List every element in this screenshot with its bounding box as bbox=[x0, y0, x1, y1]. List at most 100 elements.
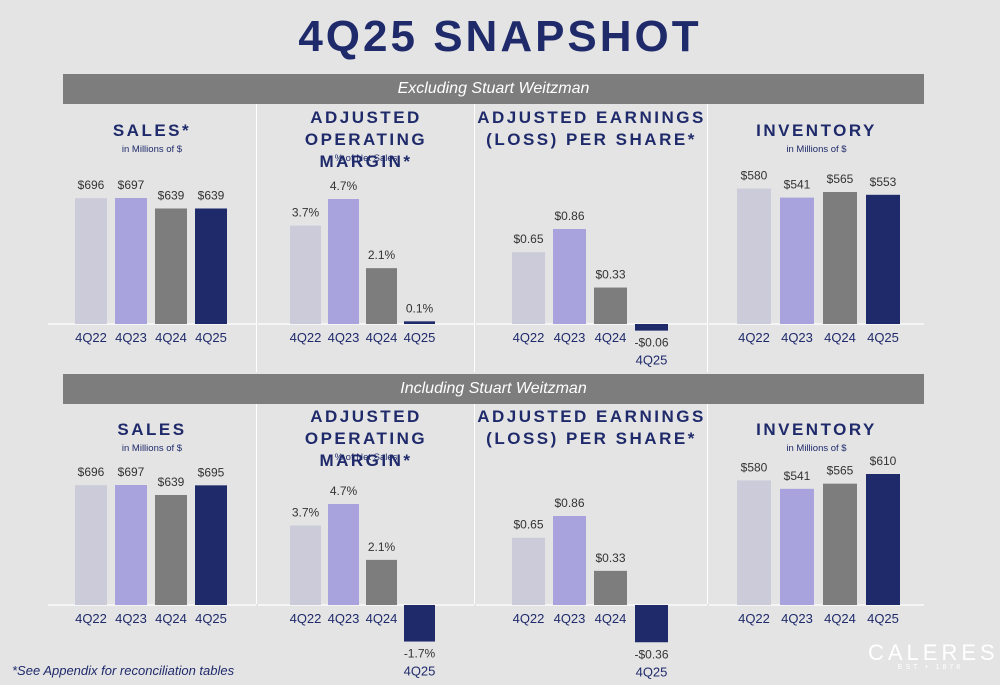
category-label: 4Q22 bbox=[290, 330, 322, 345]
chart-panel: INVENTORY in Millions of $ $580 4Q22 $541 4Q2… bbox=[709, 0, 924, 685]
bar-value-label: 3.7% bbox=[292, 206, 320, 220]
bar-4q25 bbox=[866, 474, 900, 605]
chart-panel: SALES in Millions of $ $696 4Q22 $697 4Q23 $63… bbox=[48, 0, 256, 685]
bar-value-label: 2.1% bbox=[368, 540, 396, 554]
bar-chart: $580 4Q22 $541 4Q23 $565 4Q24 $610 4Q25 bbox=[709, 454, 924, 626]
bar-4q23 bbox=[115, 485, 147, 605]
bar-value-label: $697 bbox=[118, 178, 145, 192]
panel-title-line: ADJUSTED bbox=[310, 108, 422, 127]
category-label: 4Q22 bbox=[738, 611, 770, 626]
bar-value-label: $565 bbox=[827, 172, 854, 186]
chart-panel: INVENTORY in Millions of $ $580 4Q22 $541 4Q2… bbox=[709, 0, 924, 685]
bar-value-label: $541 bbox=[784, 178, 811, 192]
bar-4q25 bbox=[635, 324, 668, 331]
panel-divider bbox=[256, 104, 257, 372]
category-label: 4Q24 bbox=[155, 330, 187, 345]
panel-subtitle: in Millions of $ bbox=[786, 144, 847, 155]
panel-subtitle: in Millions of $ bbox=[121, 443, 183, 454]
category-label: 4Q22 bbox=[513, 330, 545, 345]
bar-value-label: $0.86 bbox=[554, 209, 584, 223]
bar-chart: 3.7% 4Q22 4.7% 4Q23 2.1% 4Q24 -1.7% 4Q25 bbox=[258, 484, 474, 679]
bar-value-label: 0.1% bbox=[406, 301, 434, 315]
bar-4q22 bbox=[512, 537, 545, 605]
bar-4q24 bbox=[155, 494, 187, 605]
category-label: 4Q23 bbox=[115, 611, 147, 626]
bar-value-label: $0.33 bbox=[595, 268, 625, 282]
logo-est: EST • 1878 bbox=[897, 664, 964, 671]
category-label: 4Q23 bbox=[115, 330, 147, 345]
panel-divider bbox=[256, 404, 257, 604]
category-label: 4Q22 bbox=[290, 611, 322, 626]
chart-panel: ADJUSTED EARNINGS (LOSS) PER SHARE* $0.65 4… bbox=[476, 0, 707, 685]
bar-4q23 bbox=[780, 488, 814, 605]
bar-chart: $696 4Q22 $697 4Q23 $639 4Q24 $695 4Q25 bbox=[48, 465, 256, 626]
category-label: 4Q24 bbox=[824, 330, 856, 345]
category-label: 4Q24 bbox=[366, 330, 398, 345]
bar-4q23 bbox=[115, 198, 147, 324]
bar-value-label: $639 bbox=[158, 475, 185, 489]
bar-4q25 bbox=[195, 485, 227, 605]
bar-value-label: $639 bbox=[198, 188, 225, 202]
bar-value-label: $639 bbox=[158, 188, 185, 202]
bar-chart: $580 4Q22 $541 4Q23 $565 4Q24 $553 4Q25 bbox=[709, 168, 924, 345]
footnote: *See Appendix for reconciliation tables bbox=[12, 663, 235, 678]
bar-value-label: $610 bbox=[870, 454, 897, 468]
bar-chart: $0.65 4Q22 $0.86 4Q23 $0.33 4Q24 -$0.06 4Q25 bbox=[476, 209, 707, 368]
bar-value-label: $697 bbox=[118, 465, 145, 479]
bar-4q24 bbox=[366, 268, 397, 324]
panel-title-line: INVENTORY bbox=[756, 121, 877, 140]
caleres-logo: CALERES EST • 1878 bbox=[868, 640, 999, 671]
bar-4q25 bbox=[866, 194, 900, 324]
bar-4q25 bbox=[404, 605, 435, 642]
category-label: 4Q25 bbox=[404, 330, 436, 345]
chart-panel: ADJUSTED OPERATING MARGIN*% of Net Sales 3… bbox=[258, 0, 474, 685]
category-label: 4Q23 bbox=[554, 330, 586, 345]
panel-subtitle: in Millions of $ bbox=[786, 443, 847, 454]
category-label: 4Q25 bbox=[195, 611, 227, 626]
panel-title-line: SALES bbox=[117, 420, 187, 439]
category-label: 4Q24 bbox=[595, 611, 627, 626]
bar-value-label: $580 bbox=[741, 168, 768, 182]
bar-value-label: $580 bbox=[741, 460, 768, 474]
panel-title-line: (LOSS) PER SHARE* bbox=[486, 130, 697, 149]
panel-divider bbox=[707, 404, 708, 604]
bar-4q24 bbox=[594, 570, 627, 605]
category-label: 4Q25 bbox=[195, 330, 227, 345]
bar-value-label: $695 bbox=[198, 465, 225, 479]
bar-value-label: 4.7% bbox=[330, 179, 358, 193]
bar-value-label: 3.7% bbox=[292, 505, 320, 519]
bar-4q23 bbox=[328, 504, 359, 605]
panel-title-line: OPERATING MARGIN* bbox=[304, 429, 428, 470]
chart-panel: ADJUSTED OPERATING MARGIN*% of Net Sales 3… bbox=[258, 0, 474, 685]
category-label: 4Q22 bbox=[738, 330, 770, 345]
category-label: 4Q25 bbox=[867, 611, 899, 626]
bar-value-label: $565 bbox=[827, 464, 854, 478]
bar-4q23 bbox=[780, 197, 814, 324]
panel-title-line: OPERATING MARGIN* bbox=[304, 130, 428, 171]
category-label: 4Q23 bbox=[554, 611, 586, 626]
panel-title-line: SALES* bbox=[112, 121, 192, 140]
bar-value-label: $696 bbox=[78, 178, 105, 192]
panel-title-line: ADJUSTED bbox=[310, 407, 422, 426]
category-label: 4Q22 bbox=[75, 611, 107, 626]
bar-4q23 bbox=[553, 229, 586, 324]
category-label: 4Q25 bbox=[867, 330, 899, 345]
chart-panel: SALES* in Millions of $ $696 4Q22 $697 4Q23 $6… bbox=[48, 0, 256, 685]
panel-subtitle: in Millions of $ bbox=[121, 144, 183, 155]
bar-value-label: 2.1% bbox=[368, 248, 396, 262]
bar-value-label: $0.65 bbox=[513, 518, 543, 532]
bar-value-label: $0.33 bbox=[595, 551, 625, 565]
panel-divider bbox=[474, 104, 475, 372]
category-label: 4Q23 bbox=[781, 330, 813, 345]
category-label: 4Q25 bbox=[636, 353, 668, 368]
bar-4q23 bbox=[328, 199, 359, 324]
category-label: 4Q25 bbox=[636, 664, 668, 679]
bar-4q22 bbox=[737, 188, 771, 324]
bar-4q22 bbox=[75, 198, 107, 324]
section-banner-excluding: Excluding Stuart Weitzman bbox=[63, 74, 924, 104]
bar-4q22 bbox=[290, 225, 321, 324]
logo-name: CALERES bbox=[868, 640, 999, 665]
bar-chart: $696 4Q22 $697 4Q23 $639 4Q24 $639 4Q25 bbox=[48, 178, 256, 345]
bar-value-label: $553 bbox=[870, 175, 897, 189]
section-banner-including: Including Stuart Weitzman bbox=[63, 374, 924, 404]
